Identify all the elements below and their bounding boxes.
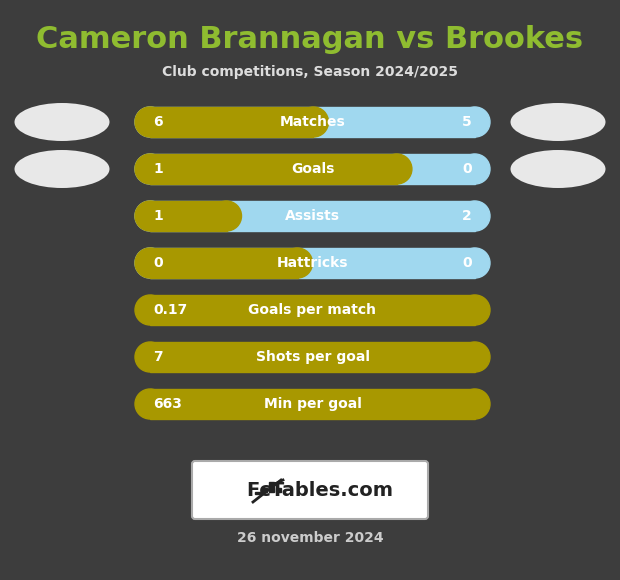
Bar — [150, 107, 475, 137]
Circle shape — [135, 248, 165, 278]
Text: Assists: Assists — [285, 209, 340, 223]
Circle shape — [135, 107, 165, 137]
Text: 0: 0 — [463, 256, 472, 270]
Circle shape — [460, 389, 490, 419]
Circle shape — [135, 295, 165, 325]
Text: 6: 6 — [153, 115, 162, 129]
Circle shape — [283, 248, 312, 278]
Circle shape — [460, 201, 490, 231]
Circle shape — [382, 154, 412, 184]
Text: 0.17: 0.17 — [153, 303, 187, 317]
Ellipse shape — [510, 150, 606, 188]
Text: Shots per goal: Shots per goal — [255, 350, 370, 364]
Ellipse shape — [14, 103, 110, 141]
Text: Min per goal: Min per goal — [264, 397, 361, 411]
Text: 7: 7 — [153, 350, 162, 364]
Text: Goals per match: Goals per match — [249, 303, 376, 317]
Circle shape — [135, 154, 165, 184]
Circle shape — [298, 107, 329, 137]
Bar — [276, 488, 281, 492]
Text: 26 november 2024: 26 november 2024 — [237, 531, 383, 545]
Circle shape — [135, 389, 165, 419]
Bar — [150, 201, 226, 231]
Bar — [150, 295, 475, 325]
Bar — [150, 248, 298, 278]
Circle shape — [135, 342, 165, 372]
Circle shape — [460, 295, 490, 325]
Circle shape — [135, 248, 165, 278]
Text: 2: 2 — [463, 209, 472, 223]
Text: FcTables.com: FcTables.com — [247, 480, 394, 499]
Circle shape — [460, 107, 490, 137]
Circle shape — [460, 342, 490, 372]
Text: Matches: Matches — [280, 115, 345, 129]
Text: Cameron Brannagan vs Brookes: Cameron Brannagan vs Brookes — [37, 25, 583, 54]
Text: Goals: Goals — [291, 162, 334, 176]
Text: 0: 0 — [153, 256, 162, 270]
Text: 0: 0 — [463, 162, 472, 176]
Bar — [150, 201, 475, 231]
Ellipse shape — [510, 103, 606, 141]
Circle shape — [211, 201, 242, 231]
Ellipse shape — [14, 150, 110, 188]
Circle shape — [460, 248, 490, 278]
Bar — [150, 389, 475, 419]
Bar — [150, 107, 314, 137]
Circle shape — [135, 107, 165, 137]
Text: Club competitions, Season 2024/2025: Club competitions, Season 2024/2025 — [162, 65, 458, 79]
Circle shape — [135, 201, 165, 231]
Circle shape — [135, 154, 165, 184]
FancyBboxPatch shape — [192, 461, 428, 519]
Bar — [150, 248, 475, 278]
Bar — [269, 482, 274, 492]
Text: 5: 5 — [463, 115, 472, 129]
Text: 1: 1 — [153, 209, 162, 223]
Bar — [150, 342, 475, 372]
Bar — [262, 488, 267, 492]
Bar — [150, 154, 397, 184]
Circle shape — [460, 154, 490, 184]
Text: 663: 663 — [153, 397, 182, 411]
Text: 1: 1 — [153, 162, 162, 176]
Text: Hattricks: Hattricks — [277, 256, 348, 270]
Bar — [150, 154, 475, 184]
Bar — [255, 492, 260, 494]
Circle shape — [135, 201, 165, 231]
